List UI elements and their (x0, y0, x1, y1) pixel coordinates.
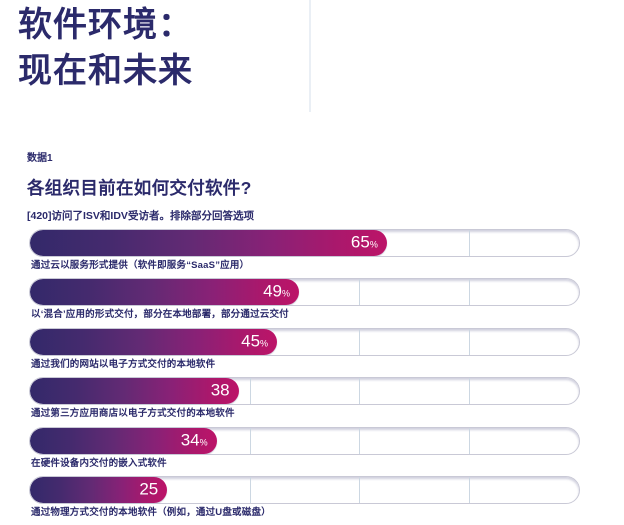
bar-value-percent-sign: % (199, 437, 208, 448)
bar-caption: 以‘混合’应用的形式交付，部分在本地部署，部分通过云交付 (31, 309, 289, 321)
gridline-60-percent (359, 476, 361, 503)
bar-track: 45% (29, 327, 580, 356)
gridline-80-percent (469, 230, 471, 256)
bar-chart: 65% 通过云以服务形式提供（软件即服务“SaaS”应用） 49% 以‘混合’应… (29, 229, 580, 525)
bar-row: 49% 以‘混合’应用的形式交付，部分在本地部署，部分通过云交付 (29, 278, 580, 320)
bar-track: 38 (29, 377, 580, 406)
gridline-60-percent (359, 279, 361, 306)
gridline-40-percent (249, 476, 251, 503)
bar-row: 45% 通过我们的网站以电子方式交付的本地软件 (29, 327, 580, 370)
bar-value-label: 45% (241, 331, 268, 351)
gridline-80-percent (469, 328, 471, 355)
bar-fill: 45% (30, 328, 278, 355)
bar-value-number: 34 (180, 430, 200, 450)
bar-caption: 通过我们的网站以电子方式交付的本地软件 (31, 358, 216, 370)
gridline-80-percent (469, 427, 471, 454)
bar-value-number: 25 (139, 479, 159, 499)
gridline-40-percent (249, 378, 251, 405)
bar-fill: 65% (30, 230, 387, 256)
bar-value-label: 25 (139, 480, 158, 500)
bar-row: 25 通过物理方式交付的本地软件（例如，通过U盘或磁盘） (29, 475, 580, 518)
bar-track: 34% (29, 426, 580, 455)
bar-track: 25 (29, 475, 580, 504)
bar-row: 38 通过第三方应用商店以电子方式交付的本地软件 (29, 377, 580, 419)
bar-value-percent-sign: % (260, 338, 269, 349)
bar-row: 34% 在硬件设备内交付的嵌入式软件 (29, 426, 580, 469)
bar-track: 49% (29, 278, 580, 307)
bar-row: 65% 通过云以服务形式提供（软件即服务“SaaS”应用） (29, 229, 580, 271)
bar-caption: 通过物理方式交付的本地软件（例如，通过U盘或磁盘） (31, 506, 271, 518)
bar-caption: 通过云以服务形式提供（软件即服务“SaaS”应用） (31, 260, 250, 271)
bar-value-number: 65 (350, 232, 370, 252)
chart-title: 各组织目前在如何交付软件? (27, 178, 252, 198)
bar-value-number: 45 (241, 331, 261, 351)
gridline-40-percent (249, 427, 251, 454)
bar-value-number: 38 (210, 380, 230, 400)
bar-value-label: 34% (181, 430, 208, 450)
bar-fill: 38 (30, 378, 239, 405)
gridline-60-percent (359, 328, 361, 355)
gridline-80-percent (469, 378, 471, 405)
figure-kicker: 数据1 (27, 153, 53, 164)
page-title-line1: 软件环境： (18, 6, 193, 44)
bar-value-number: 49 (263, 281, 282, 301)
bar-value-label: 65% (351, 233, 378, 253)
bar-fill: 34% (30, 427, 217, 454)
gridline-80-percent (469, 476, 471, 503)
bar-caption: 通过第三方应用商店以电子方式交付的本地软件 (31, 408, 235, 420)
gridline-60-percent (359, 427, 361, 454)
bar-value-percent-sign: % (369, 239, 378, 250)
bar-track: 65% (29, 229, 580, 257)
bar-value-percent-sign: % (281, 288, 290, 299)
bar-value-label: 49% (263, 282, 290, 302)
bar-fill: 49% (30, 279, 299, 306)
page-title: 软件环境： 现在和未来 (18, 2, 193, 94)
gridline-80-percent (469, 279, 471, 306)
gridline-60-percent (359, 378, 361, 405)
bar-caption: 在硬件设备内交付的嵌入式软件 (31, 457, 167, 469)
page-title-line2: 现在和未来 (18, 52, 193, 91)
bar-fill: 25 (30, 476, 168, 503)
header-column-divider (309, 0, 311, 112)
chart-subtitle-note: [420]访问了ISV和IDV受访者。排除部分回答选项 (27, 210, 254, 222)
bar-value-label: 38 (211, 381, 230, 401)
chart-section-header: 数据1 各组织目前在如何交付软件? [420]访问了ISV和IDV受访者。排除部… (27, 149, 597, 223)
